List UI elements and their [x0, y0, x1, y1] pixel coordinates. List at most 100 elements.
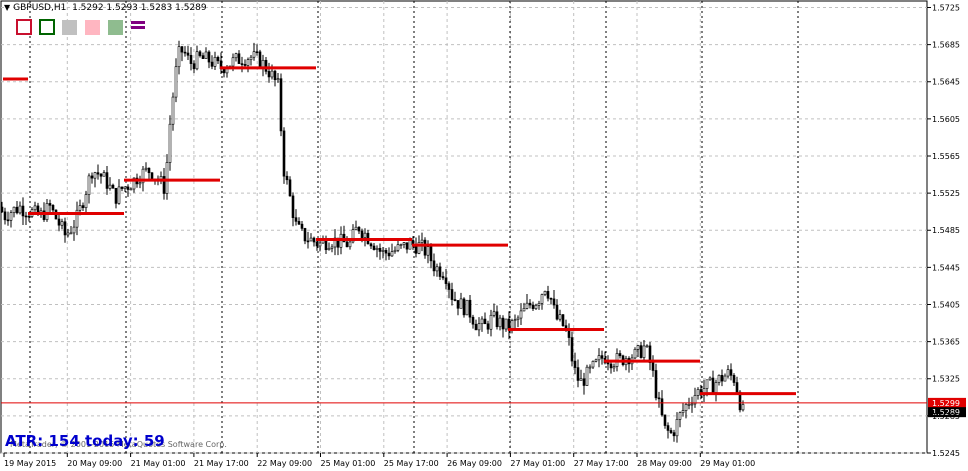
bear-candle — [15, 206, 19, 214]
bear-candle — [378, 247, 382, 252]
bull-candle — [381, 250, 385, 252]
bull-candle — [417, 242, 421, 254]
bull-candle — [246, 59, 250, 66]
bear-candle — [0, 206, 4, 213]
x-tick-label: 26 May 09:00 — [447, 459, 502, 468]
bid-price-tag — [928, 397, 966, 408]
bear-candle — [183, 51, 187, 54]
bear-candle — [663, 414, 667, 426]
y-tick-label: 1.5645 — [932, 78, 960, 87]
bull-candle — [642, 345, 646, 358]
bear-candle — [387, 252, 391, 257]
x-tick-label: 19 May 2015 — [4, 459, 56, 468]
bull-candle — [276, 78, 280, 81]
outline-red-box-icon[interactable] — [16, 19, 32, 35]
bear-candle — [288, 179, 292, 197]
bear-candle — [294, 217, 298, 222]
bear-candle — [99, 173, 103, 177]
outline-green-box-icon[interactable] — [39, 19, 55, 35]
bear-candle — [315, 241, 319, 247]
bear-candle — [105, 172, 109, 189]
bull-candle — [675, 419, 679, 437]
bull-candle — [579, 378, 583, 381]
purple-lines-icon[interactable] — [131, 21, 145, 33]
bull-candle — [534, 305, 538, 309]
bull-candle — [18, 205, 22, 214]
time-axis[interactable]: 19 May 2015 20 May 09:00 21 May 01:00 21 Ma… — [3, 453, 755, 468]
bear-candle — [732, 375, 736, 383]
bear-candle — [240, 63, 244, 65]
bear-candle — [486, 323, 490, 330]
gray-box-icon[interactable] — [62, 20, 77, 35]
bull-candle — [330, 246, 334, 249]
bear-candle — [90, 175, 94, 179]
bull-candle — [138, 182, 142, 185]
x-tick-label: 27 May 17:00 — [574, 459, 629, 468]
bear-candle — [369, 243, 373, 247]
bear-candle — [21, 205, 25, 217]
bull-candle — [717, 374, 721, 383]
bear-candle — [648, 345, 652, 363]
bear-candle — [282, 130, 286, 177]
price-axis[interactable]: 1.5725 1.5685 1.5645 1.5605 1.5565 1.5525 1.54… — [927, 3, 960, 458]
bull-candle — [714, 382, 718, 393]
bull-candle — [396, 244, 400, 251]
bull-candle — [165, 162, 169, 194]
bear-candle — [306, 240, 310, 243]
bear-candle — [162, 176, 166, 194]
green-box-icon[interactable] — [108, 20, 123, 35]
bear-candle — [42, 210, 46, 220]
bull-candle — [633, 348, 637, 359]
bull-candle — [480, 318, 484, 325]
bear-candle — [24, 215, 28, 218]
y-tick-label: 1.5565 — [932, 152, 960, 161]
bull-candle — [516, 317, 520, 320]
bull-candle — [108, 184, 112, 189]
bear-candle — [567, 329, 571, 338]
bull-candle — [492, 311, 496, 316]
bear-candle — [573, 360, 577, 368]
bear-candle — [582, 378, 586, 386]
bull-candle — [309, 237, 313, 242]
bull-candle — [234, 53, 238, 59]
y-tick-label: 1.5285 — [932, 412, 960, 421]
bull-candle — [66, 232, 70, 236]
y-tick-label: 1.5485 — [932, 226, 960, 235]
y-tick-label: 1.5445 — [932, 263, 960, 272]
bull-candle — [519, 310, 523, 319]
x-tick-label: 20 May 09:00 — [67, 459, 122, 468]
chevron-down-icon[interactable]: ▼ — [4, 3, 11, 12]
bear-candle — [279, 78, 283, 132]
bull-candle — [537, 303, 541, 306]
bear-candle — [360, 230, 364, 238]
bear-candle — [51, 205, 55, 211]
bull-candle — [681, 410, 685, 413]
bull-candle — [231, 57, 235, 67]
y-tick-label: 1.5685 — [932, 41, 960, 50]
bull-candle — [102, 172, 106, 177]
bull-candle — [435, 266, 439, 272]
pink-box-icon[interactable] — [85, 20, 100, 35]
bull-candle — [60, 221, 64, 226]
bull-candle — [354, 226, 358, 231]
bear-candle — [192, 63, 196, 70]
y-tick-label: 1.5525 — [932, 189, 960, 198]
bull-candle — [708, 377, 712, 381]
bull-candle — [540, 294, 544, 304]
bear-candle — [546, 291, 550, 299]
y-tick-label: 1.5325 — [932, 375, 960, 384]
bear-candle — [672, 432, 676, 437]
bear-candle — [3, 211, 7, 221]
bear-candle — [312, 237, 316, 243]
bear-candle — [81, 205, 85, 209]
bull-candle — [9, 212, 13, 221]
bull-candle — [87, 175, 91, 195]
bear-candle — [120, 186, 124, 189]
grid-lines — [1, 1, 927, 454]
bull-candle — [645, 345, 649, 348]
x-tick-label: 28 May 09:00 — [637, 459, 692, 468]
copyright-text: MetaTrader, © 2001-2015 MetaQuotes Softw… — [10, 440, 227, 449]
bull-candle — [612, 366, 616, 369]
bear-candle — [198, 51, 202, 56]
